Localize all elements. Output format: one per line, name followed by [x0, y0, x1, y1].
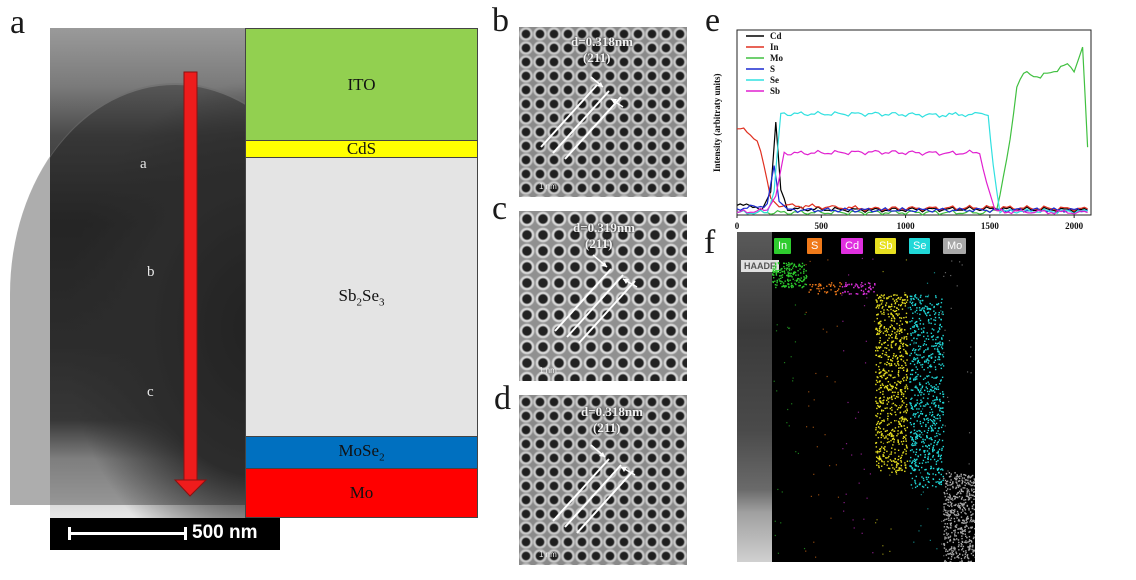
- series-line-sb: [736, 149, 1088, 215]
- hrtem-image-d: d=0.318nm (211) 1 nm: [519, 395, 687, 565]
- hrtem-image-b: d=0.318nm (211) 1 nm: [519, 27, 687, 197]
- x-tick-label: 500: [815, 221, 829, 231]
- mini-scale-d: 1 nm: [539, 550, 557, 559]
- eds-map-sb: [873, 259, 909, 555]
- x-tick-label: 0: [735, 221, 740, 231]
- scale-bar: 500 nm: [50, 518, 280, 550]
- legend-label-s: S: [770, 64, 775, 74]
- scale-bar-label: 500 nm: [192, 522, 258, 543]
- lattice-fringe-markers-c: [554, 254, 638, 344]
- d-spacing-label-d: d=0.318nm: [581, 404, 643, 419]
- eds-map-s: [805, 259, 843, 558]
- element-tag-sb: Sb: [875, 238, 897, 254]
- haadf-label: HAADF: [741, 260, 779, 272]
- layer-mose2-label: MoSe2: [338, 441, 385, 464]
- plane-label-b: (211): [583, 50, 611, 65]
- eds-map-panel: HAADF In S Cd Sb Se Mo: [737, 232, 975, 562]
- lattice-fringe-markers-d: [552, 444, 636, 534]
- line-profile-chart: Intensity (arbitraty units) 0 500 1000 1500…: [712, 29, 1092, 231]
- scan-direction-arrow: [173, 71, 208, 497]
- haadf-image: HAADF: [737, 232, 779, 562]
- layer-mo-label: Mo: [349, 483, 374, 502]
- scale-bar-line: [68, 532, 186, 535]
- panel-letter-f: f: [704, 224, 716, 261]
- layer-mo: Mo: [245, 468, 478, 518]
- panel-letter-b: b: [492, 2, 509, 39]
- chart-series-lines: [736, 46, 1089, 216]
- layer-sb2se3-label: Sb2Se3: [338, 285, 385, 309]
- x-tick-label: 1500: [981, 221, 1000, 231]
- legend-label-sb: Sb: [770, 86, 780, 96]
- series-line-cd: [736, 121, 1088, 214]
- lattice-fringe-markers-b: [540, 76, 624, 160]
- scale-tick-right: [184, 527, 187, 540]
- point-label-c: c: [147, 384, 154, 400]
- x-tick-label: 2000: [1065, 221, 1084, 231]
- mini-scale-b: 1 nm: [539, 182, 557, 191]
- mini-scale-c: 1 nm: [539, 366, 557, 375]
- eds-map-se: [907, 272, 945, 550]
- eds-map-cd: [841, 257, 876, 554]
- chart-plot-area: [736, 29, 1092, 216]
- legend-label-mo: Mo: [770, 53, 783, 63]
- hrtem-image-c: d=0.319nm (211) 1 nm: [519, 211, 687, 381]
- point-label-a: a: [140, 156, 147, 172]
- panel-letter-d: d: [494, 380, 511, 417]
- series-line-se: [736, 110, 1088, 215]
- plane-label-d: (211): [593, 420, 621, 435]
- panel-letter-c: c: [492, 190, 508, 227]
- layer-ito-label: ITO: [347, 74, 376, 94]
- legend-label-cd: Cd: [770, 31, 782, 41]
- element-tag-cd: Cd: [841, 238, 864, 254]
- layer-cds: CdS: [245, 139, 478, 158]
- eds-dot-maps: [772, 257, 975, 562]
- x-tick-label: 1000: [897, 221, 916, 231]
- eds-map-in: [772, 262, 808, 554]
- panel-letter-a: a: [10, 4, 26, 41]
- layer-sb2se3: Sb2Se3: [245, 157, 478, 437]
- tem-cross-section-image: a b c: [10, 28, 340, 518]
- point-label-b: b: [147, 264, 155, 280]
- legend-label-in: In: [770, 42, 779, 52]
- d-spacing-label-b: d=0.318nm: [571, 34, 633, 49]
- element-tag-in: In: [774, 238, 792, 254]
- layer-cds-label: CdS: [346, 139, 377, 158]
- x-axis-ticks: 0 500 1000 1500 2000: [735, 215, 1084, 231]
- element-tag-mo: Mo: [943, 238, 967, 254]
- eds-map-mo: [941, 260, 975, 562]
- y-axis-label: Intensity (arbitraty units): [712, 73, 722, 172]
- layer-ito: ITO: [245, 28, 478, 141]
- legend-label-se: Se: [770, 75, 779, 85]
- element-tag-s: S: [807, 238, 823, 254]
- panel-letter-e: e: [705, 2, 721, 39]
- element-tag-se: Se: [909, 238, 931, 254]
- plane-label-c: (211): [585, 236, 613, 251]
- d-spacing-label-c: d=0.319nm: [573, 220, 635, 235]
- series-line-in: [737, 127, 1088, 212]
- layer-mose2: MoSe2: [245, 436, 478, 469]
